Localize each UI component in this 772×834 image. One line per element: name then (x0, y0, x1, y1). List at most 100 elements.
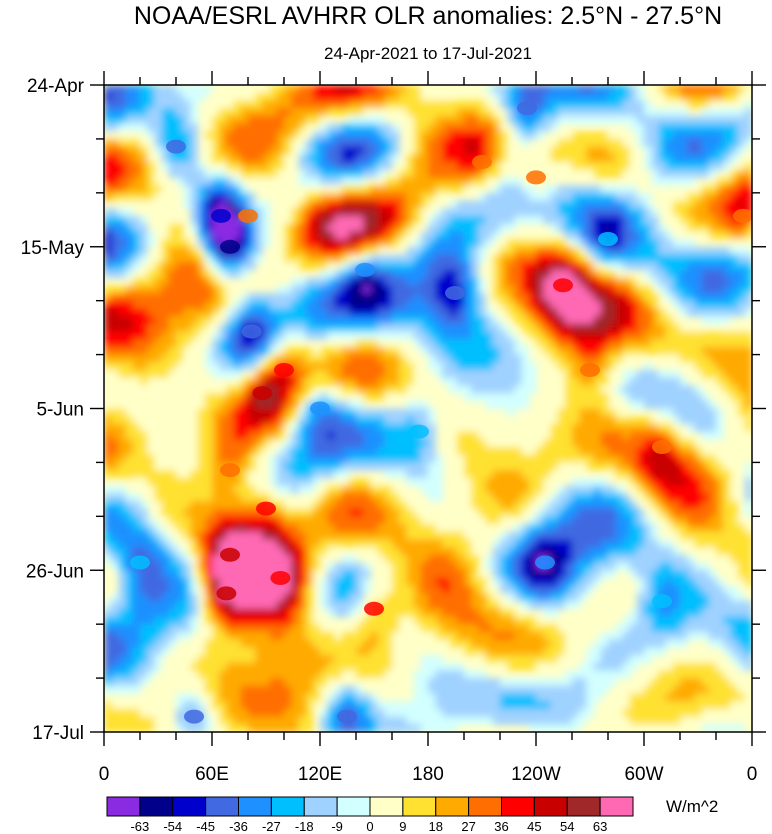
field-cell (579, 200, 587, 209)
field-cell (485, 462, 494, 471)
field-cell (341, 354, 350, 363)
field-cell (500, 400, 508, 410)
field-cell (298, 516, 307, 525)
field-cell (356, 323, 364, 333)
field-cell (615, 439, 623, 448)
field-cell (284, 308, 292, 317)
field-cell (615, 146, 623, 155)
field-cell (377, 408, 386, 417)
field-cell (406, 138, 415, 148)
field-cell (694, 369, 703, 379)
field-cell (615, 200, 623, 209)
field-cell (363, 416, 371, 425)
field-cell (334, 339, 343, 348)
field-cell (356, 524, 364, 533)
field-cell (492, 454, 501, 464)
field-cell (694, 362, 703, 371)
field-cell (636, 123, 645, 132)
field-cell (651, 539, 659, 548)
field-cell (464, 208, 472, 217)
field-cell (651, 292, 659, 302)
field-cell (658, 92, 667, 101)
field-cell (370, 539, 379, 548)
field-cell (593, 277, 602, 286)
field-cell (176, 292, 184, 302)
field-cell (262, 169, 271, 179)
field-cell (161, 554, 170, 564)
field-cell (204, 246, 213, 256)
field-cell (140, 400, 148, 410)
field-cell (255, 539, 263, 548)
field-cell (586, 292, 595, 302)
field-cell (464, 554, 472, 564)
field-cell (176, 500, 184, 510)
field-cell (392, 138, 400, 148)
field-cell (737, 285, 746, 294)
field-cell (514, 316, 523, 325)
field-cell (233, 377, 242, 386)
field-cell (708, 539, 717, 548)
field-cell (384, 570, 393, 579)
field-cell (104, 354, 112, 363)
field-cell (579, 416, 587, 425)
field-cell (442, 346, 451, 356)
field-cell (636, 447, 645, 456)
field-cell (197, 431, 206, 440)
field-cell (111, 346, 119, 356)
field-cell (464, 323, 472, 333)
field-cell (672, 177, 681, 186)
field-cell (190, 138, 199, 148)
field-cell (615, 269, 623, 279)
field-cell (334, 246, 343, 256)
field-cell (168, 524, 177, 533)
field-cell (600, 508, 609, 517)
field-cell (456, 439, 465, 448)
field-cell (557, 562, 566, 571)
field-cell (528, 447, 537, 456)
field-cell (248, 508, 256, 517)
field-cell (190, 316, 199, 325)
field-cell (622, 354, 631, 363)
field-cell (204, 316, 213, 325)
field-cell (456, 570, 465, 579)
field-cell (370, 362, 379, 371)
field-cell (694, 416, 703, 425)
field-cell (449, 562, 458, 571)
field-cell (521, 269, 530, 279)
field-cell (370, 192, 379, 202)
field-cell (341, 362, 350, 371)
field-cell (183, 500, 191, 510)
field-cell (507, 485, 515, 494)
field-cell (456, 470, 465, 479)
field-cell (204, 524, 213, 533)
field-cell (730, 277, 739, 286)
field-cell (399, 254, 407, 263)
field-cell (536, 146, 544, 155)
field-cell (233, 423, 242, 433)
field-cell (305, 423, 314, 433)
field-cell (572, 146, 580, 155)
field-cell (600, 516, 609, 525)
field-cell (298, 285, 307, 294)
field-cell (420, 439, 429, 448)
field-cell (190, 524, 199, 533)
field-cell (111, 531, 119, 541)
field-cell (420, 246, 429, 256)
field-cell (305, 524, 314, 533)
field-cell (730, 300, 739, 309)
field-cell (564, 316, 573, 325)
field-cell (665, 208, 674, 217)
field-cell (557, 262, 566, 271)
field-cell (154, 547, 163, 556)
field-cell (536, 316, 544, 325)
field-cell (104, 123, 112, 132)
field-cell (680, 131, 688, 140)
field-cell (708, 477, 717, 487)
field-cell (147, 231, 155, 240)
field-cell (658, 346, 667, 356)
field-cell (104, 239, 112, 248)
field-cell (269, 100, 278, 109)
field-cell (464, 524, 472, 533)
field-cell (305, 377, 314, 386)
field-cell (478, 100, 487, 109)
